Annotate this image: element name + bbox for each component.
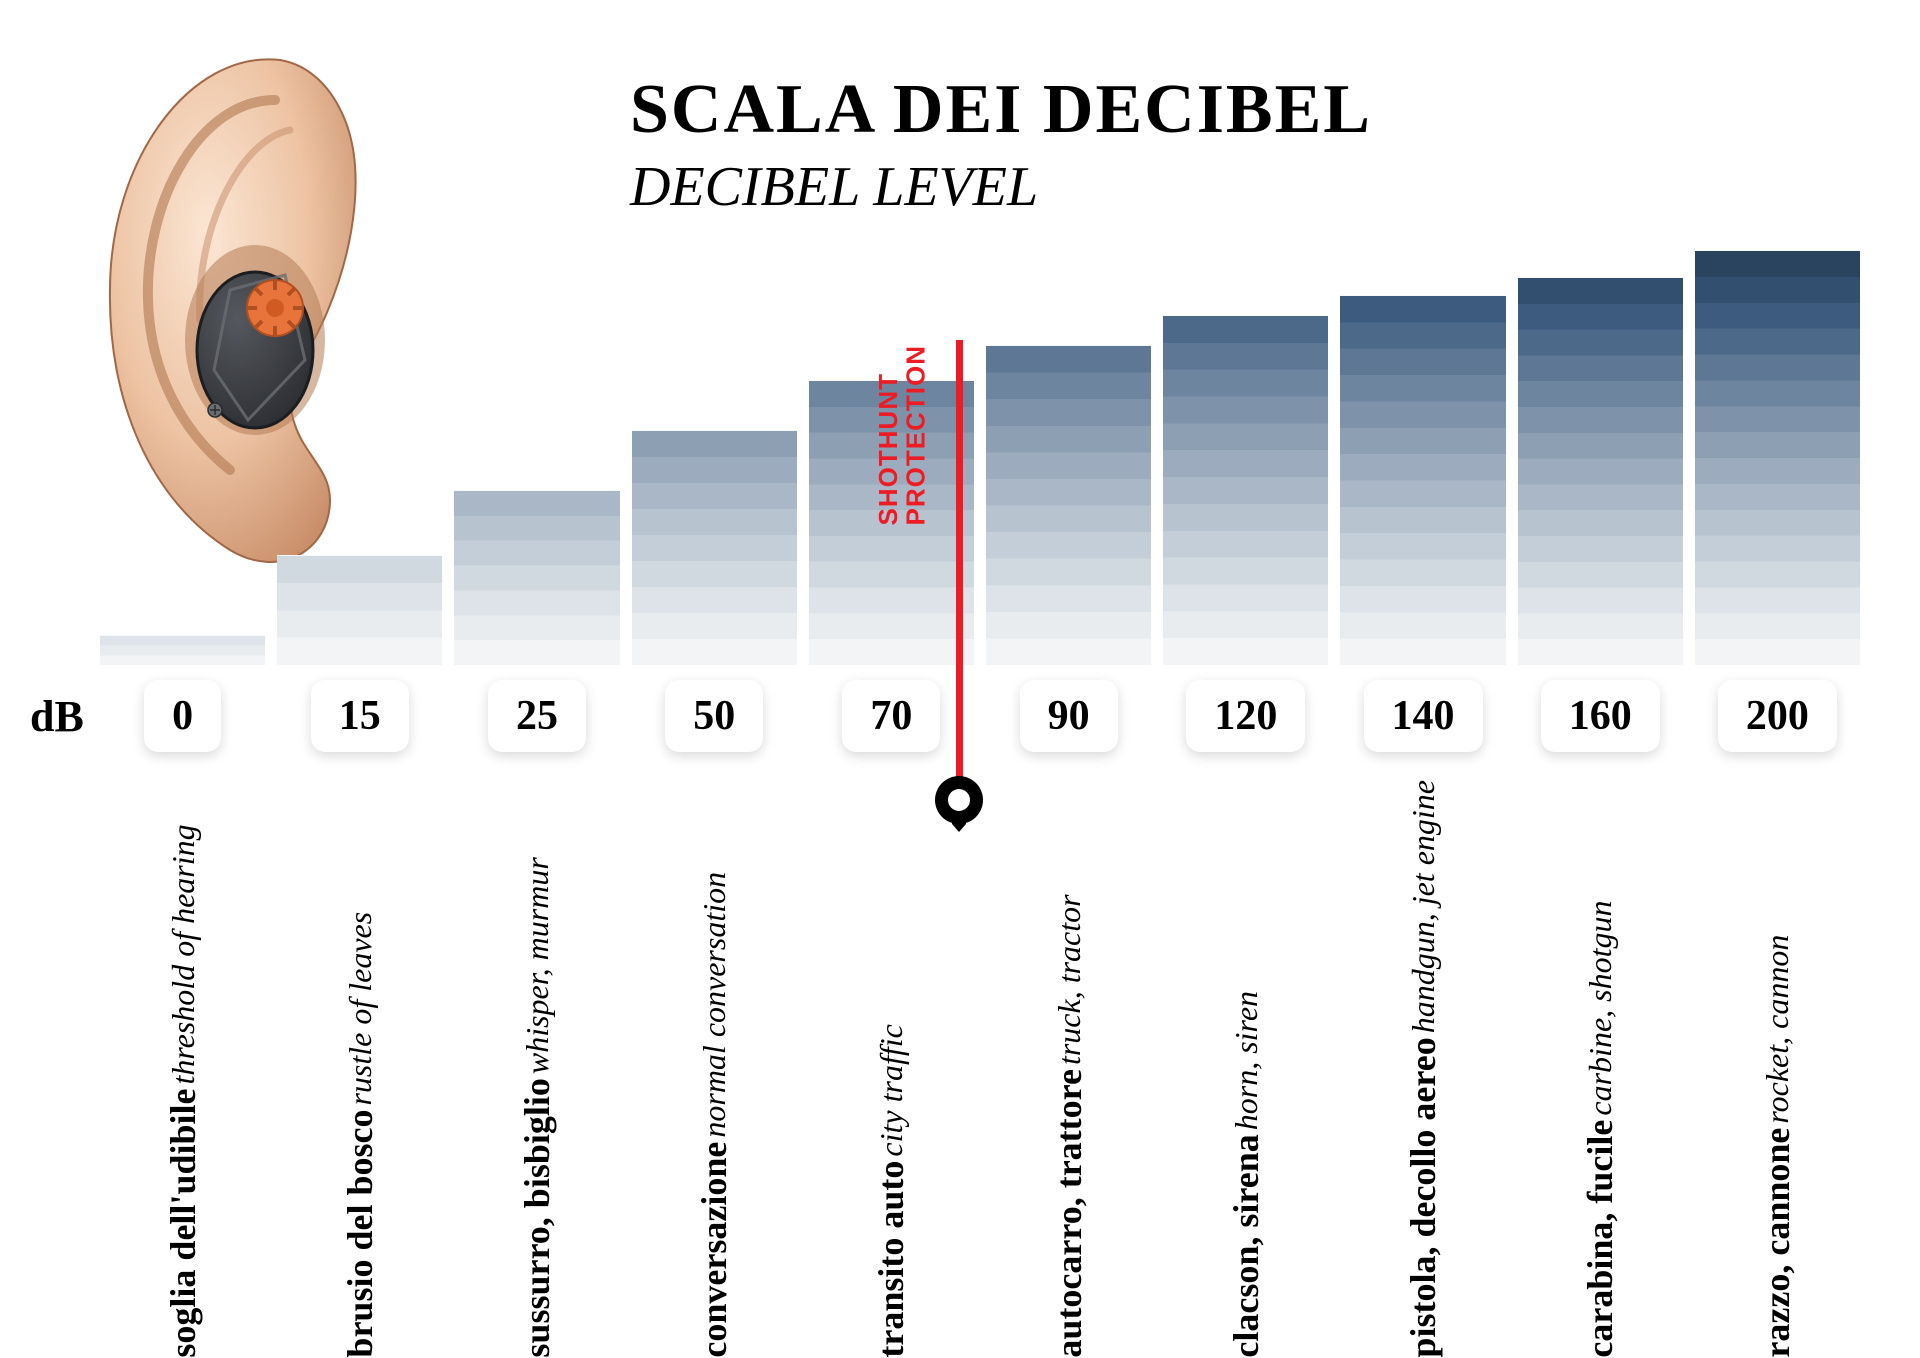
db-value-badge: 120 <box>1186 680 1305 752</box>
db-box: 120 <box>1163 680 1328 752</box>
label-italian: sussurro, bisbiglio <box>517 1078 557 1357</box>
label-cell: autocarro, trattore truck, tractor <box>986 780 1151 1358</box>
decibel-bar <box>100 635 265 665</box>
category-label: soglia dell'udibile threshold of hearing <box>162 780 204 1358</box>
label-english: rustle of leaves <box>342 912 378 1106</box>
title-subtitle: DECIBEL LEVEL <box>630 155 1372 219</box>
db-box: 0 <box>100 680 265 752</box>
label-italian: soglia dell'udibile <box>163 1089 203 1358</box>
db-value-badge: 25 <box>488 680 586 752</box>
label-italian: clacson, sirena <box>1226 1134 1266 1357</box>
bar-wrapper <box>1163 250 1328 665</box>
label-cell: conversazione normal conversation <box>632 780 797 1358</box>
db-box: 25 <box>454 680 619 752</box>
db-box: 50 <box>632 680 797 752</box>
label-cell: pistola, decollo aereo handgun, jet engi… <box>1340 780 1505 1358</box>
label-cell: razzo, cannone rocket, cannon <box>1695 780 1860 1358</box>
label-english: whisper, murmur <box>519 857 555 1074</box>
label-italian: transito auto <box>871 1161 911 1358</box>
title-block: SCALA DEI DECIBEL DECIBEL LEVEL <box>630 70 1372 219</box>
decibel-bar <box>277 555 442 665</box>
label-english: threshold of hearing <box>165 824 201 1084</box>
bar-wrapper <box>1695 250 1860 665</box>
db-value-badge: 50 <box>665 680 763 752</box>
category-label: brusio del bosco rustle of leaves <box>339 780 381 1358</box>
label-english: rocket, cannon <box>1759 935 1795 1124</box>
bar-wrapper <box>100 250 265 665</box>
protection-label: SHOTHUNT PROTECTION <box>875 345 930 525</box>
db-box: 200 <box>1695 680 1860 752</box>
label-cell: sussurro, bisbiglio whisper, murmur <box>454 780 619 1358</box>
label-english: normal conversation <box>696 872 732 1138</box>
label-english: handgun, jet engine <box>1405 780 1441 1033</box>
label-cell: soglia dell'udibile threshold of hearing <box>100 780 265 1358</box>
label-english: city traffic <box>873 1024 909 1156</box>
category-label: carabina, fucile carbine, shotgun <box>1579 780 1621 1358</box>
decibel-bar <box>632 430 797 665</box>
decibel-bar <box>1163 315 1328 665</box>
label-english: carbine, shotgun <box>1582 901 1618 1116</box>
label-cell: carabina, fucile carbine, shotgun <box>1518 780 1683 1358</box>
bar-wrapper <box>986 250 1151 665</box>
decibel-bar <box>1518 277 1683 665</box>
db-value-badge: 160 <box>1541 680 1660 752</box>
decibel-bar <box>986 345 1151 665</box>
db-value-badge: 90 <box>1020 680 1118 752</box>
decibel-bar <box>1340 295 1505 665</box>
db-box: 90 <box>986 680 1151 752</box>
decibel-bar <box>454 490 619 665</box>
db-value-badge: 70 <box>842 680 940 752</box>
label-italian: conversazione <box>694 1142 734 1358</box>
bar-wrapper <box>277 250 442 665</box>
bar-wrapper <box>1340 250 1505 665</box>
category-labels-row: soglia dell'udibile threshold of hearing… <box>100 780 1860 1358</box>
label-italian: razzo, cannone <box>1757 1128 1797 1358</box>
bar-wrapper <box>1518 250 1683 665</box>
db-box: 70 <box>809 680 974 752</box>
label-english: horn, siren <box>1228 991 1264 1130</box>
bar-wrapper <box>632 250 797 665</box>
label-italian: brusio del bosco <box>340 1110 380 1358</box>
category-label: transito auto city traffic <box>870 780 912 1358</box>
db-unit-label: dB <box>30 691 100 742</box>
db-value-badge: 200 <box>1718 680 1837 752</box>
label-cell: transito auto city traffic <box>809 780 974 1358</box>
bar-wrapper <box>454 250 619 665</box>
db-value-badge: 15 <box>311 680 409 752</box>
protection-label-line2: PROTECTION <box>900 345 930 525</box>
label-italian: autocarro, trattore <box>1049 1069 1089 1358</box>
category-label: conversazione normal conversation <box>693 780 735 1358</box>
label-english: truck, tractor <box>1051 894 1087 1065</box>
protection-label-line1: SHOTHUNT <box>873 373 903 525</box>
category-label: clacson, sirena horn, siren <box>1225 780 1267 1358</box>
db-value-badge: 140 <box>1364 680 1483 752</box>
category-label: autocarro, trattore truck, tractor <box>1048 780 1090 1358</box>
decibel-bar <box>1695 250 1860 665</box>
title-main: SCALA DEI DECIBEL <box>630 70 1372 150</box>
db-box: 15 <box>277 680 442 752</box>
db-value-row: dB 0 15 25 50 70 90 120 140 160 200 <box>30 680 1860 752</box>
db-value-badge: 0 <box>144 680 221 752</box>
label-italian: carabina, fucile <box>1580 1120 1620 1358</box>
category-label: razzo, cannone rocket, cannon <box>1756 780 1798 1358</box>
category-label: sussurro, bisbiglio whisper, murmur <box>516 780 558 1358</box>
db-box: 160 <box>1518 680 1683 752</box>
category-label: pistola, decollo aereo handgun, jet engi… <box>1402 780 1444 1358</box>
label-cell: clacson, sirena horn, siren <box>1163 780 1328 1358</box>
label-cell: brusio del bosco rustle of leaves <box>277 780 442 1358</box>
db-box: 140 <box>1340 680 1505 752</box>
label-italian: pistola, decollo aereo <box>1403 1037 1443 1357</box>
